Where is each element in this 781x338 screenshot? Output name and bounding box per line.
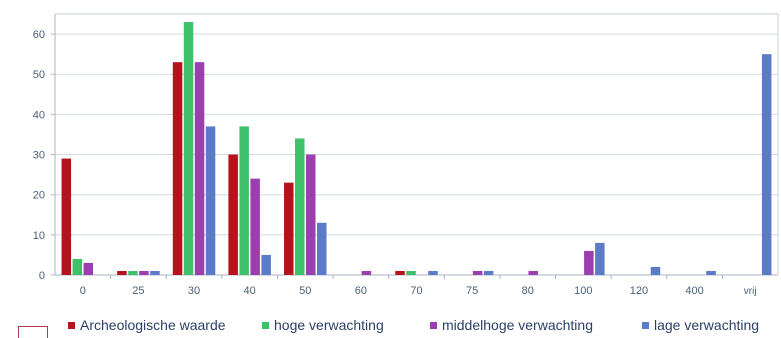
bar-2-cat-3 [239, 126, 249, 275]
bar-4-cat-7 [483, 270, 494, 275]
legend-label-2: hoge verwachting [274, 317, 384, 333]
x-tick-label-10: 120 [630, 285, 648, 297]
bar-4-cat-9 [595, 242, 605, 275]
bar-2-cat-1 [128, 270, 138, 275]
x-tick-label-9: 100 [574, 285, 592, 297]
legend-swatch-3 [430, 322, 437, 329]
bar-2-cat-4 [295, 138, 305, 275]
legend-label-1: Archeologische waarde [80, 317, 226, 333]
bar-3-cat-2 [194, 62, 205, 275]
decorative-frame-edge [18, 326, 48, 338]
bar-2-cat-2 [183, 22, 194, 276]
x-tick-label-3: 40 [244, 285, 256, 297]
x-tick-label-6: 70 [410, 285, 422, 297]
x-tick-label-2: 30 [188, 285, 200, 297]
legend-swatch-2 [262, 322, 269, 329]
x-tick-label-12: vrij [744, 286, 757, 297]
bar-2-cat-6 [406, 270, 416, 275]
legend-label-4: lage verwachting [654, 317, 759, 333]
bar-1-cat-6 [395, 270, 405, 275]
y-tick-label-30: 30 [33, 150, 45, 162]
x-tick-label-8: 80 [522, 285, 534, 297]
bar-1-cat-0 [61, 158, 72, 275]
bar-4-cat-6 [428, 270, 438, 275]
bar-4-cat-11 [706, 270, 716, 275]
bar-2-cat-0 [72, 258, 83, 275]
legend-swatch-1 [68, 322, 75, 329]
bar-3-cat-5 [361, 270, 372, 275]
y-tick-label-40: 40 [33, 109, 45, 121]
bar-3-cat-1 [139, 270, 149, 275]
x-tick-label-0: 0 [80, 285, 86, 297]
bar-4-cat-3 [261, 254, 271, 275]
bar-1-cat-1 [117, 270, 127, 275]
bar-1-cat-2 [172, 62, 183, 275]
x-tick-label-4: 50 [299, 285, 311, 297]
bar-1-cat-3 [228, 154, 238, 275]
x-tick-label-1: 25 [132, 285, 144, 297]
bar-3-cat-7 [472, 270, 483, 275]
bar-4-cat-1 [150, 270, 160, 275]
bar-3-cat-9 [584, 250, 594, 275]
x-tick-label-7: 75 [466, 285, 478, 297]
bar-3-cat-0 [83, 262, 94, 275]
legend-label-3: middelhoge verwachting [442, 317, 593, 333]
bar-4-cat-2 [205, 126, 216, 275]
y-tick-label-60: 60 [33, 29, 45, 41]
y-tick-label-50: 50 [33, 69, 45, 81]
bar-3-cat-4 [306, 154, 316, 275]
bar-3-cat-8 [528, 270, 538, 275]
bar-1-cat-4 [284, 182, 294, 275]
bar-3-cat-3 [250, 178, 260, 275]
y-tick-label-10: 10 [33, 230, 45, 242]
bar-4-cat-10 [650, 266, 661, 275]
y-tick-label-20: 20 [33, 190, 45, 202]
legend-swatch-4 [642, 322, 649, 329]
x-tick-label-11: 400 [685, 285, 703, 297]
bar-4-cat-4 [317, 222, 327, 275]
x-tick-label-5: 60 [355, 285, 367, 297]
bar-4-cat-12 [761, 54, 772, 276]
y-tick-label-0: 0 [39, 270, 45, 282]
